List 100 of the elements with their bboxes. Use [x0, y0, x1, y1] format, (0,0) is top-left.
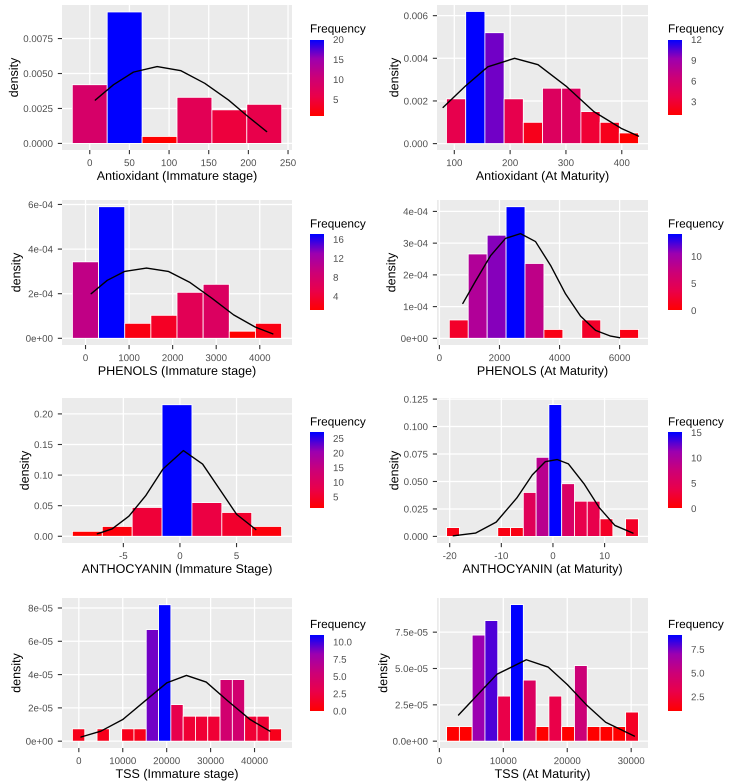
y-tick-label: 0.0075: [24, 35, 53, 42]
x-tick-label: 30000: [618, 757, 644, 764]
color-bar-label: 15: [692, 429, 702, 436]
color-bar-label: 5: [333, 494, 338, 500]
color-bar-title: Frequency: [668, 417, 724, 428]
x-tick-label: 0: [437, 354, 442, 362]
color-bar-label: 4: [333, 293, 338, 300]
x-tick-label: 1000: [119, 354, 140, 362]
color-bar-label: 25: [334, 435, 344, 442]
color-bar-label: 10.0: [334, 638, 352, 646]
x-tick-label: 0: [550, 552, 556, 560]
x-tick-label: 0: [76, 757, 82, 764]
y-tick-label: 0.15: [34, 441, 53, 448]
x-tick-label: 0: [437, 757, 442, 764]
y-tick-label: 0.050: [404, 478, 428, 486]
x-tick-label: 10000: [110, 757, 136, 764]
x-tick-label: 3000: [206, 354, 227, 362]
color-bar-label: 10: [334, 76, 344, 84]
y-tick-label: 2e-04: [28, 290, 53, 298]
y-tick-label: 0.10: [34, 472, 53, 479]
x-tick-label: 300: [558, 159, 574, 166]
y-tick-label: 0.100: [404, 423, 428, 430]
x-tick-label: -20: [443, 552, 456, 560]
color-bar-title: Frequency: [668, 219, 724, 230]
x-axis-title: PHENOLS (Immature stage): [98, 366, 256, 378]
color-bar-label: 7.5: [692, 646, 704, 653]
color-bar-label: 15: [334, 464, 344, 472]
y-tick-label: 2e-05: [28, 704, 53, 712]
y-tick-label: 0.20: [34, 410, 53, 418]
x-tick-label: 2000: [162, 354, 184, 362]
x-tick-label: 150: [201, 159, 216, 166]
y-axis-title: density: [389, 450, 401, 490]
color-bar-label: 0: [691, 505, 696, 512]
color-bar-label: 12: [692, 36, 702, 44]
color-bar-label: 10: [334, 478, 344, 486]
x-axis-title: TSS (At Maturity): [494, 768, 590, 781]
color-bar-label: 9: [691, 56, 696, 64]
color-bar-title: Frequency: [310, 24, 366, 36]
y-tick-label: 0.025: [404, 506, 428, 513]
color-bar-title: Frequency: [310, 620, 366, 631]
y-axis-title: density: [378, 653, 390, 692]
color-bar-label: 6: [692, 78, 696, 85]
y-tick-label: 0.0e+00: [392, 738, 428, 745]
x-tick-label: 200: [240, 159, 256, 166]
y-tick-label: 0.0000: [24, 140, 53, 148]
x-tick-label: 40000: [241, 757, 268, 764]
x-axis-title: Antioxidant (Immature stage): [96, 170, 256, 183]
y-tick-label: 0.05: [34, 502, 53, 510]
x-tick-label: 20000: [154, 757, 180, 764]
x-tick-label: 4000: [249, 354, 270, 362]
color-bar-label: 20: [334, 450, 344, 457]
x-axis-title: PHENOLS (At Maturity): [478, 366, 608, 378]
y-tick-label: 5.0e-05: [395, 665, 428, 672]
y-tick-label: 0.000: [404, 140, 428, 148]
x-tick-label: 6000: [609, 354, 630, 362]
x-tick-label: 100: [446, 159, 462, 166]
color-bar-label: 2.5: [692, 693, 704, 700]
y-tick-label: 0.0050: [24, 70, 53, 78]
color-bar-title: Frequency: [310, 417, 366, 428]
color-bar-label: 15: [334, 56, 344, 64]
y-tick-label: 7.5e-05: [396, 628, 428, 636]
x-tick-label: 10: [600, 552, 610, 560]
x-tick-label: 200: [502, 159, 518, 166]
color-bar-title: Frequency: [668, 620, 724, 631]
x-tick-label: 400: [614, 159, 630, 166]
y-tick-label: 4e-05: [28, 671, 53, 678]
x-axis-title: ANTHOCYANIN (at Maturity): [462, 564, 622, 576]
color-bar-label: 16: [334, 236, 344, 243]
color-bar-label: 10: [692, 454, 702, 462]
color-bar-label: 20: [334, 36, 344, 44]
y-tick-label: 1e-04: [404, 303, 428, 310]
x-axis-title: Antioxidant (At Maturity): [476, 170, 608, 183]
y-axis-title: density: [386, 252, 398, 292]
y-axis-title: density: [20, 450, 32, 490]
x-axis-title: TSS (Immature stage): [116, 768, 238, 781]
color-bar-label: 8: [333, 274, 338, 281]
y-tick-label: 0e+00: [26, 335, 53, 342]
x-tick-label: 0: [83, 354, 88, 362]
y-tick-label: 8e-05: [28, 604, 53, 612]
y-tick-label: 6e-05: [28, 638, 53, 645]
color-bar-label: 0.0: [333, 708, 346, 715]
y-tick-label: 0.000: [404, 533, 428, 540]
x-tick-label: 50: [124, 159, 134, 166]
color-bar-label: 2.5: [334, 690, 346, 698]
x-tick-label: 5: [234, 552, 239, 560]
y-axis-title: density: [11, 653, 23, 692]
color-bar-title: Frequency: [310, 219, 366, 230]
color-bar-label: 12: [334, 254, 344, 262]
y-axis-title: density: [389, 58, 401, 97]
x-tick-label: -10: [494, 552, 508, 560]
y-tick-label: 6e-04: [28, 201, 53, 208]
y-tick-label: 3e-04: [403, 240, 428, 247]
y-tick-label: 0.00: [34, 533, 53, 540]
x-tick-label: 0: [178, 552, 182, 560]
y-tick-label: 2.5e-05: [395, 702, 428, 708]
y-tick-label: 4e-04: [28, 246, 53, 253]
color-bar-title: Frequency: [668, 24, 724, 36]
x-tick-label: 30000: [197, 757, 224, 764]
y-tick-label: 0.075: [404, 450, 428, 458]
y-tick-label: 4e-04: [403, 208, 428, 216]
